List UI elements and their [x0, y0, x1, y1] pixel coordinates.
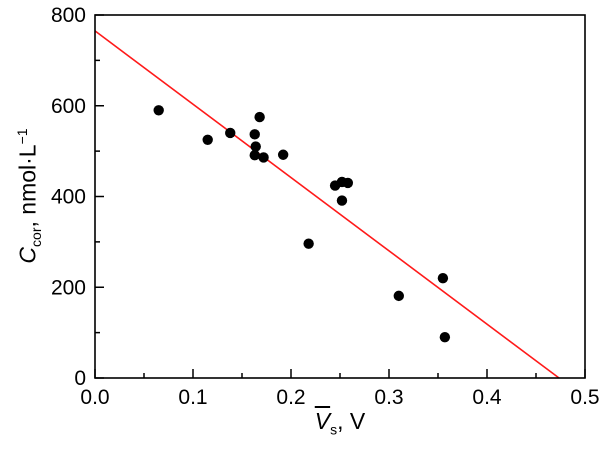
x-tick-label: 0.0 [80, 386, 109, 409]
x-axis-unit: , V [337, 408, 366, 434]
y-axis-unit-exponent: −1 [13, 128, 30, 145]
y-tick-label: 800 [51, 4, 86, 27]
data-point [439, 331, 451, 343]
y-axis-variable-subscript: cor [28, 227, 45, 247]
data-point [250, 141, 261, 152]
data-point [249, 150, 260, 161]
y-axis-unit: , nmol·L [14, 144, 41, 228]
x-tick-label: 0.4 [472, 386, 502, 409]
x-axis-variable-subscript: s [330, 421, 338, 438]
data-point [202, 134, 213, 145]
y-axis-variable: C [14, 246, 41, 264]
y-tick-label: 400 [51, 186, 86, 209]
data-point [437, 272, 449, 284]
plot-frame [94, 14, 586, 379]
data-point [342, 177, 354, 189]
fit-line [94, 30, 560, 379]
data-point [258, 152, 269, 163]
y-tick-label: 600 [51, 95, 86, 118]
x-tick-label: 0.1 [178, 386, 207, 409]
data-point [254, 111, 265, 123]
data-point [225, 127, 236, 139]
data-point [336, 195, 348, 206]
data-point [393, 290, 404, 302]
data-point [153, 105, 164, 116]
y-tick-label: 200 [51, 276, 86, 299]
x-axis-label: Vs, V [314, 408, 366, 438]
data-point [277, 149, 289, 160]
x-axis-variable: V [314, 408, 331, 434]
x-tick-label: 0.5 [570, 386, 599, 409]
y-axis-label: Ccor, nmol·L−1 [13, 128, 45, 264]
data-point [303, 238, 314, 249]
data-point [249, 129, 260, 140]
x-tick-label: 0.2 [276, 386, 305, 409]
x-tick-label: 0.3 [374, 386, 403, 409]
y-tick-label: 0 [74, 367, 86, 390]
